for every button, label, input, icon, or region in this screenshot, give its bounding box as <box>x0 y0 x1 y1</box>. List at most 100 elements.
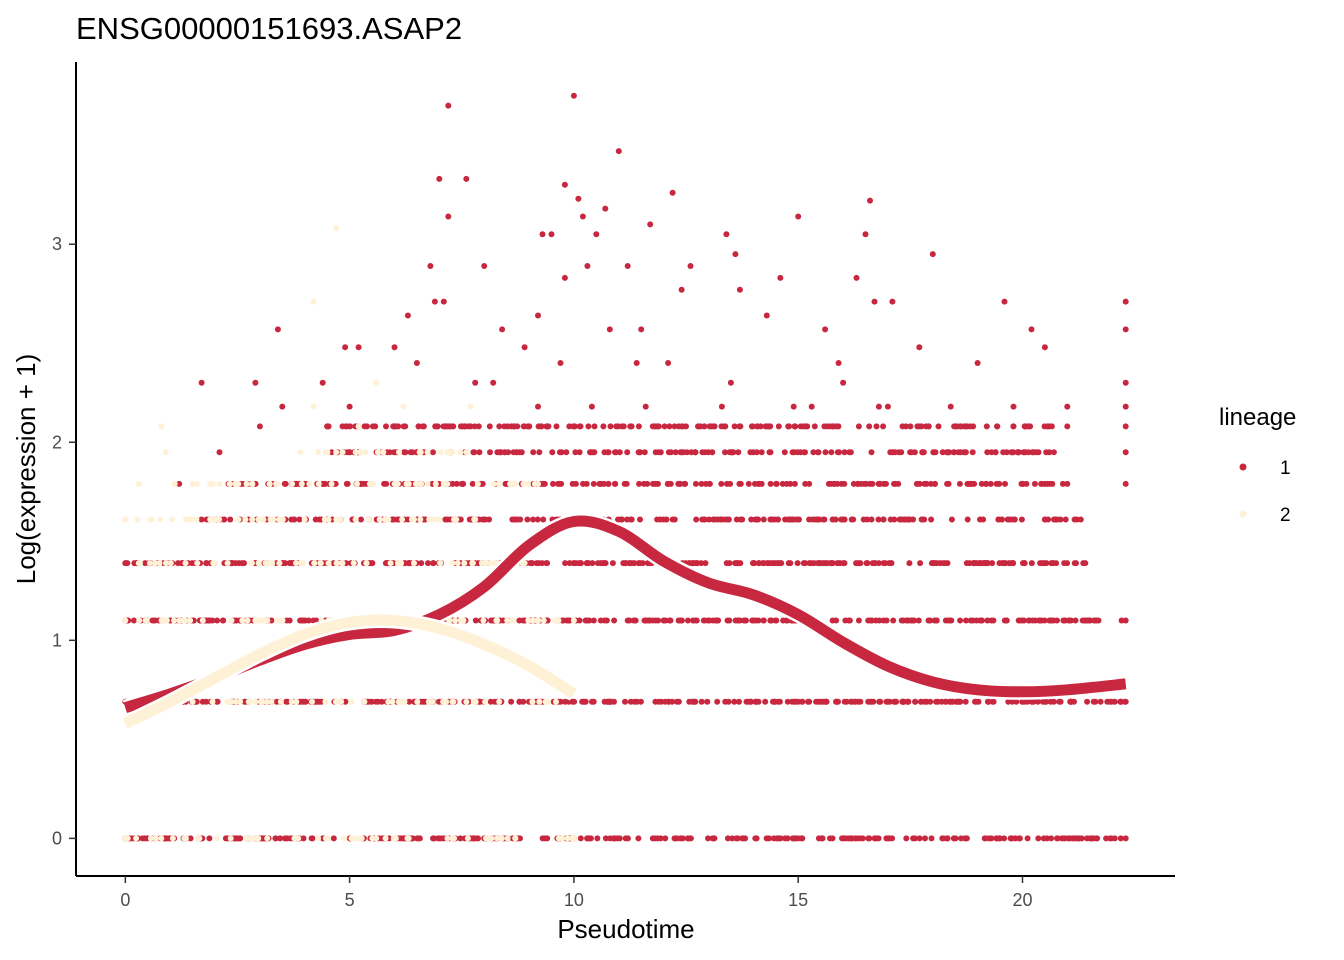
data-point <box>791 698 798 705</box>
data-point <box>252 379 259 386</box>
data-point <box>823 698 830 705</box>
data-point <box>445 102 452 109</box>
data-point <box>923 423 929 430</box>
data-point <box>840 560 847 567</box>
data-point <box>627 423 634 430</box>
data-point <box>964 480 971 487</box>
data-point <box>590 698 597 705</box>
data-point <box>829 617 836 624</box>
data-point <box>454 560 461 567</box>
data-point <box>543 423 550 430</box>
data-point <box>486 423 493 430</box>
data-point <box>767 480 774 487</box>
data-point <box>362 449 369 456</box>
data-point <box>690 617 697 624</box>
data-point <box>405 835 412 842</box>
data-point <box>1071 560 1078 567</box>
data-point <box>604 698 611 705</box>
data-point <box>559 617 566 624</box>
series-points-2 <box>122 225 577 842</box>
data-point <box>496 423 503 430</box>
data-point <box>296 516 303 523</box>
data-point <box>493 617 500 624</box>
data-point <box>383 423 389 430</box>
data-point <box>152 560 159 567</box>
data-point <box>783 617 790 624</box>
y-tick-label: 0 <box>52 828 62 848</box>
data-point <box>706 423 713 430</box>
data-point <box>928 516 935 523</box>
data-point <box>373 698 379 705</box>
data-point <box>885 698 891 705</box>
data-point <box>376 516 383 523</box>
data-point <box>702 560 709 567</box>
data-point <box>662 835 669 842</box>
data-point <box>300 560 307 567</box>
data-point <box>970 423 977 430</box>
data-point <box>661 423 668 430</box>
data-point <box>535 423 542 430</box>
data-point <box>884 403 891 410</box>
data-point <box>687 263 694 269</box>
data-point <box>130 617 137 624</box>
data-point <box>841 480 848 487</box>
data-point <box>1071 516 1078 523</box>
data-point <box>615 516 621 523</box>
data-point <box>281 480 288 487</box>
data-point <box>605 449 612 456</box>
data-point <box>671 423 678 430</box>
data-point <box>553 423 560 430</box>
data-point <box>984 560 991 567</box>
data-point <box>754 423 761 430</box>
data-point <box>528 560 535 567</box>
data-point <box>709 449 716 456</box>
data-point <box>718 403 725 410</box>
data-point <box>348 698 355 705</box>
data-point <box>699 449 706 456</box>
data-point <box>724 617 731 624</box>
data-point <box>163 560 169 567</box>
data-point <box>585 617 592 624</box>
data-point <box>1050 698 1057 705</box>
data-point <box>1024 835 1031 842</box>
data-point <box>698 560 705 567</box>
data-point <box>1061 560 1068 567</box>
data-point <box>315 480 322 487</box>
data-point <box>134 516 141 523</box>
data-point <box>1031 480 1038 487</box>
data-point <box>1061 835 1068 842</box>
y-tick-label: 3 <box>52 234 62 254</box>
data-point <box>847 835 854 842</box>
data-point <box>487 449 493 456</box>
data-point <box>171 617 177 624</box>
data-point <box>880 516 887 523</box>
data-point <box>939 835 946 842</box>
data-point <box>671 516 678 523</box>
data-point <box>822 449 829 456</box>
data-point <box>391 344 398 351</box>
data-point <box>259 516 266 523</box>
data-point <box>224 698 231 705</box>
data-point <box>745 480 752 487</box>
data-point <box>868 617 875 624</box>
data-point <box>1008 449 1015 456</box>
data-point <box>913 480 920 487</box>
data-point <box>373 379 380 386</box>
data-point <box>309 835 316 842</box>
data-point <box>561 181 568 188</box>
data-point <box>553 698 559 705</box>
data-point <box>835 423 842 430</box>
data-point <box>1013 698 1020 705</box>
data-point <box>928 835 935 842</box>
data-point <box>880 423 887 430</box>
data-point <box>135 560 142 567</box>
data-point <box>641 449 648 456</box>
data-point <box>415 835 422 842</box>
data-point <box>510 423 517 430</box>
data-point <box>254 835 261 842</box>
data-point <box>434 423 441 430</box>
data-point <box>988 617 995 624</box>
data-point <box>753 449 760 456</box>
y-axis-title: Log(expression + 1) <box>11 354 41 585</box>
data-point <box>1041 344 1048 351</box>
